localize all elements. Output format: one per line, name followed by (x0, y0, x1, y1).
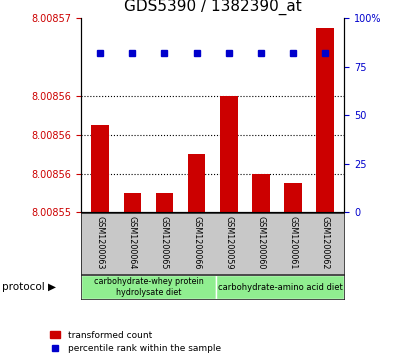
Text: carbohydrate-whey protein
hydrolysate diet: carbohydrate-whey protein hydrolysate di… (93, 277, 203, 297)
Text: carbohydrate-amino acid diet: carbohydrate-amino acid diet (218, 283, 342, 291)
Bar (252, 174, 270, 212)
Bar (124, 193, 141, 212)
Bar (188, 154, 205, 212)
Bar (316, 28, 334, 212)
Text: GSM1200062: GSM1200062 (321, 216, 330, 270)
Bar (284, 183, 302, 212)
Bar (220, 96, 238, 212)
Text: GSM1200059: GSM1200059 (224, 216, 233, 270)
Bar (81, 275, 216, 299)
Title: GDS5390 / 1382390_at: GDS5390 / 1382390_at (124, 0, 302, 15)
Text: GSM1200061: GSM1200061 (288, 216, 298, 269)
Bar (216, 275, 344, 299)
Text: GSM1200063: GSM1200063 (96, 216, 105, 269)
Text: GSM1200066: GSM1200066 (192, 216, 201, 269)
Legend: transformed count, percentile rank within the sample: transformed count, percentile rank withi… (46, 327, 225, 357)
Text: GSM1200060: GSM1200060 (256, 216, 266, 269)
Bar (156, 193, 173, 212)
Text: GSM1200064: GSM1200064 (128, 216, 137, 269)
Text: GSM1200065: GSM1200065 (160, 216, 169, 270)
Bar (91, 125, 109, 212)
Text: protocol ▶: protocol ▶ (2, 282, 56, 292)
